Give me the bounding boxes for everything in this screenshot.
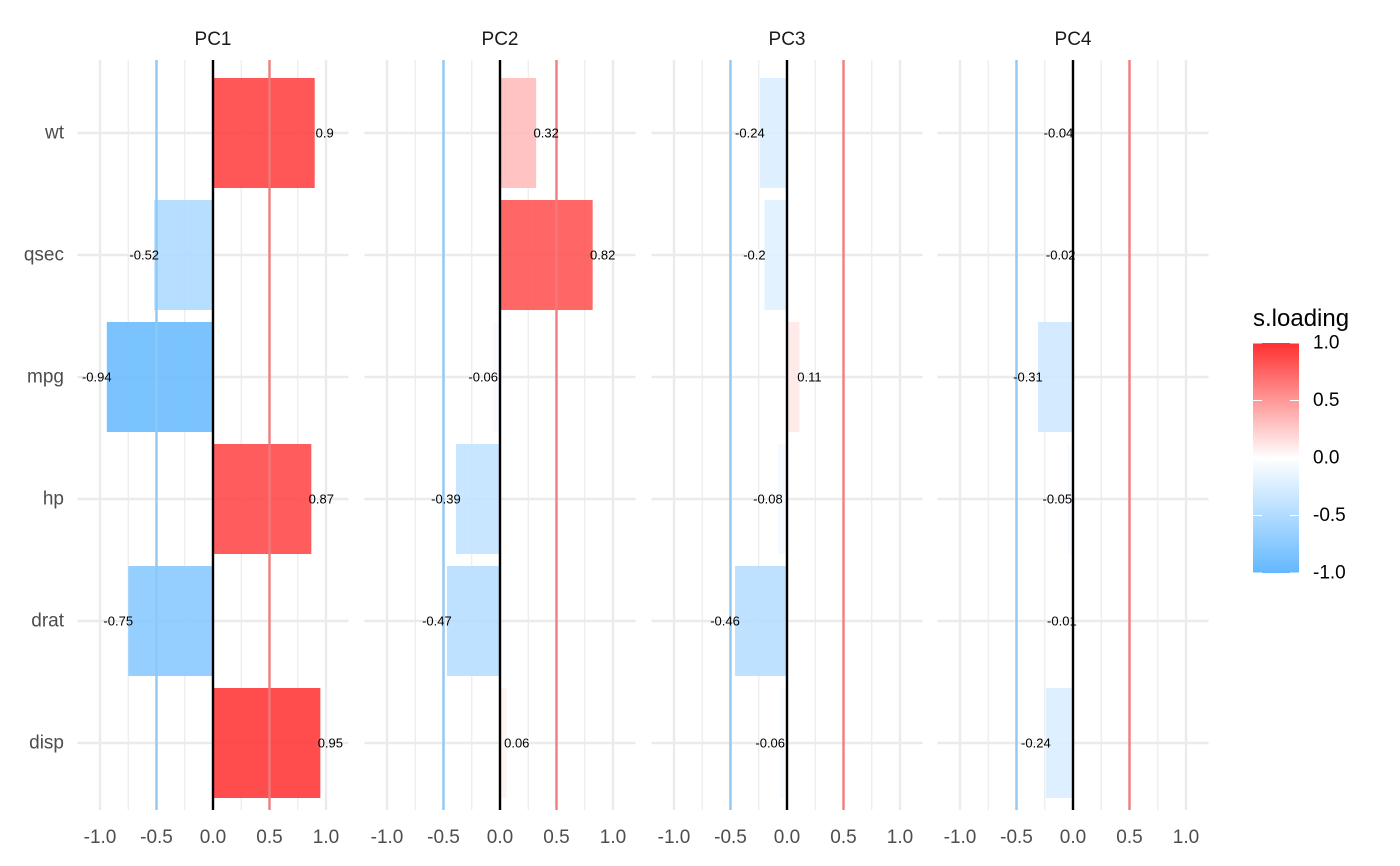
bar-wt <box>759 78 787 188</box>
data-label: 0.9 <box>316 126 334 141</box>
bar-disp <box>213 688 321 798</box>
bar-disp <box>500 688 507 798</box>
x-tick-label: 0.5 <box>256 827 282 848</box>
data-label: -0.24 <box>1021 736 1051 751</box>
panel-pc3: PC3 -0.24 -0.2 0.11 -0.08 -0.46 -0.06 -1.0 -0.5 0… <box>651 29 923 848</box>
data-label: 0.11 <box>797 370 821 385</box>
bar-drat <box>128 566 213 676</box>
bar-qsec <box>764 200 787 310</box>
bar-hp <box>1067 444 1073 554</box>
legend-tick-label: -0.5 <box>1313 505 1346 526</box>
x-tick-label: 0.0 <box>487 827 513 848</box>
data-label: -0.08 <box>753 492 783 507</box>
panel-pc4: PC4 -0.04 -0.02 -0.31 -0.05 -0.01 -0.24 -1.0 -0.… <box>937 29 1209 848</box>
x-tick-label: 0.5 <box>830 827 856 848</box>
data-label: -0.06 <box>468 370 498 385</box>
y-tick-label: hp <box>43 489 64 510</box>
y-tick-label: drat <box>31 611 64 632</box>
x-tick-label: 0.0 <box>200 827 226 848</box>
x-tick-label: -0.5 <box>1000 827 1033 848</box>
bar-drat <box>735 566 787 676</box>
x-tick-label: 1.0 <box>313 827 339 848</box>
x-tick-label: -0.5 <box>714 827 747 848</box>
data-label: -0.31 <box>1013 370 1043 385</box>
x-tick-label: -0.5 <box>427 827 460 848</box>
panel-title: PC1 <box>195 29 232 50</box>
x-tick-label: -1.0 <box>84 827 117 848</box>
x-tick-label: 0.5 <box>543 827 569 848</box>
data-label: 0.06 <box>504 736 529 751</box>
y-tick-label: mpg <box>27 367 64 388</box>
data-label: -0.94 <box>82 370 112 385</box>
bar-mpg <box>106 322 213 432</box>
y-tick-label: wt <box>44 123 65 144</box>
x-tick-label: 1.0 <box>1173 827 1199 848</box>
data-label: -0.46 <box>710 614 740 629</box>
data-label: -0.01 <box>1047 614 1077 629</box>
x-tick-label: -1.0 <box>658 827 691 848</box>
bar-wt <box>213 78 315 188</box>
panel-title: PC3 <box>769 29 806 50</box>
facet-panels: PC1 0.9 -0.52 -0.94 0.87 -0.75 0.95 -1.0 -0.5 0.0… <box>77 29 1209 848</box>
data-label: -0.47 <box>422 614 452 629</box>
data-label: -0.05 <box>1043 492 1073 507</box>
data-label: 0.87 <box>309 492 334 507</box>
data-label: -0.39 <box>431 492 461 507</box>
y-axis-labels: wt qsec mpg hp drat disp <box>24 123 65 754</box>
bar-disp <box>1045 688 1073 798</box>
bar-hp <box>777 444 787 554</box>
panel-title: PC4 <box>1055 29 1092 50</box>
bar-mpg <box>493 322 500 432</box>
y-tick-label: qsec <box>24 245 64 266</box>
bar-qsec <box>154 200 213 310</box>
x-tick-label: 1.0 <box>887 827 913 848</box>
data-label: -0.04 <box>1044 126 1074 141</box>
bar-wt <box>500 78 537 188</box>
x-tick-label: -1.0 <box>944 827 977 848</box>
bar-drat <box>446 566 500 676</box>
panel-title: PC2 <box>482 29 519 50</box>
legend-tick-label: -1.0 <box>1313 563 1346 584</box>
bar-wt <box>1068 78 1073 188</box>
x-tick-label: 0.0 <box>1060 827 1086 848</box>
data-label: -0.52 <box>129 248 159 263</box>
bar-hp <box>213 444 312 554</box>
bar-mpg <box>787 322 800 432</box>
panel-pc1: PC1 0.9 -0.52 -0.94 0.87 -0.75 0.95 -1.0 -0.5 0.0… <box>77 29 349 848</box>
data-label: -0.2 <box>743 248 765 263</box>
data-label: -0.75 <box>103 614 133 629</box>
bar-qsec <box>500 200 593 310</box>
x-tick-label: -1.0 <box>371 827 404 848</box>
data-label: -0.06 <box>755 736 785 751</box>
data-label: 0.95 <box>318 736 343 751</box>
panel-pc2: PC2 0.32 0.82 -0.06 -0.39 -0.47 0.06 -1.0 -0.5 0.… <box>364 29 636 848</box>
x-tick-label: 1.0 <box>600 827 626 848</box>
color-legend: s.loading 1.0 0.5 0.0 -0.5 -1.0 <box>1253 305 1349 584</box>
y-tick-label: disp <box>29 733 64 754</box>
legend-tick-label: 0.0 <box>1313 448 1339 469</box>
x-tick-label: 0.0 <box>774 827 800 848</box>
legend-tick-label: 0.5 <box>1313 390 1339 411</box>
legend-title: s.loading <box>1253 305 1349 332</box>
bar-disp <box>780 688 787 798</box>
bar-mpg <box>1037 322 1073 432</box>
data-label: 0.82 <box>590 248 615 263</box>
x-tick-label: -0.5 <box>140 827 173 848</box>
data-label: -0.02 <box>1046 248 1076 263</box>
legend-tick-label: 1.0 <box>1313 333 1339 354</box>
data-label: -0.24 <box>735 126 765 141</box>
data-label: 0.32 <box>534 126 559 141</box>
bar-hp <box>455 444 500 554</box>
x-tick-label: 0.5 <box>1116 827 1142 848</box>
